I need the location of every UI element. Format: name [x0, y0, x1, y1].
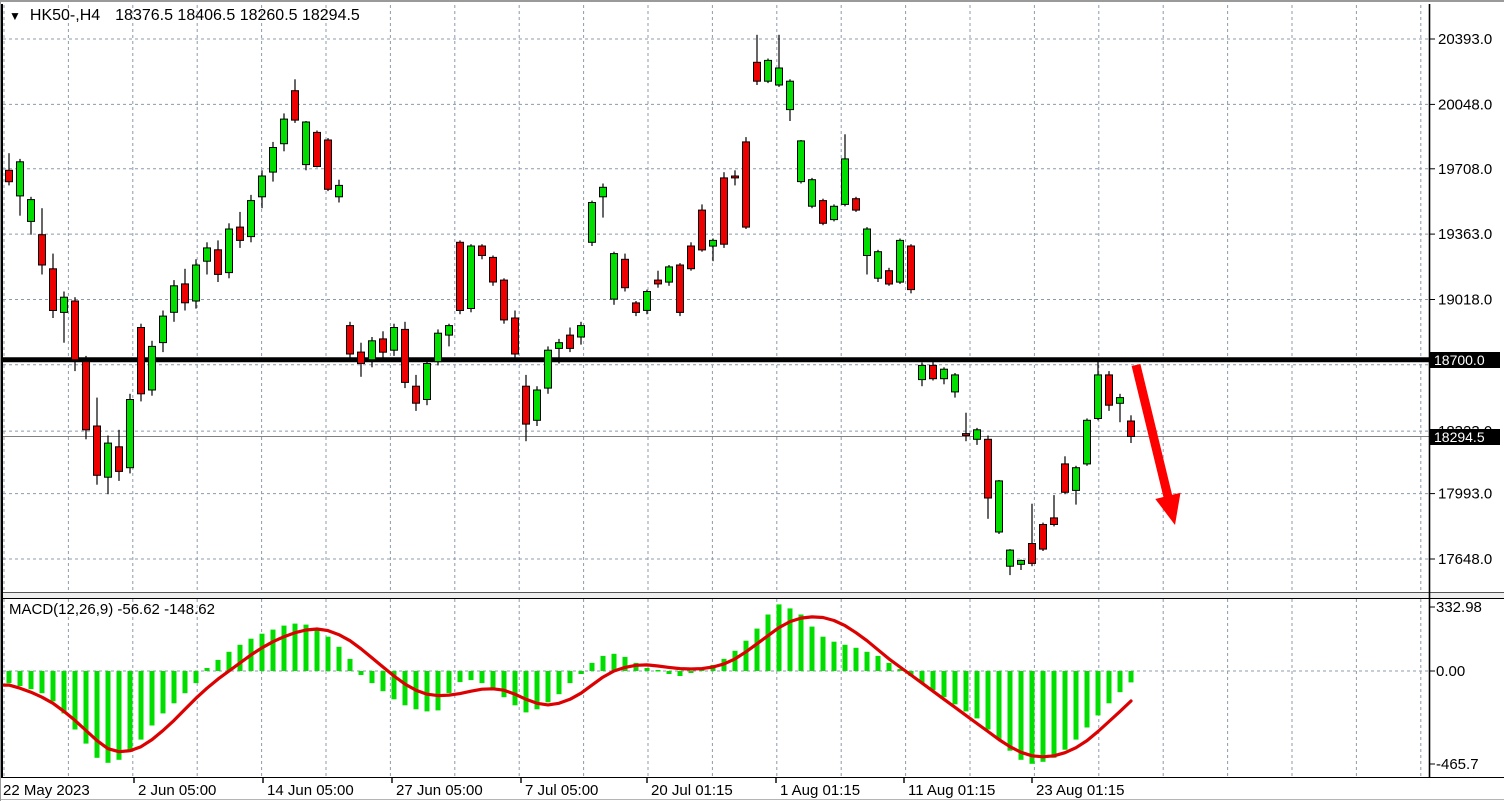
title-ohlc-values: 18376.5 18406.5 18260.5 18294.5	[115, 7, 360, 24]
candles-layer	[5, 34, 1135, 576]
macd-signal-line	[2, 615, 1133, 759]
svg-text:19018.0: 19018.0	[1438, 292, 1492, 309]
svg-text:20393.0: 20393.0	[1438, 31, 1492, 48]
svg-text:17993.0: 17993.0	[1438, 486, 1492, 503]
svg-text:14 Jun 05:00: 14 Jun 05:00	[267, 782, 354, 799]
svg-text:20048.0: 20048.0	[1438, 96, 1492, 113]
time-axis[interactable]: 22 May 2023 2 Jun 05:00 14 Jun 05:00 27 Jun…	[3, 778, 1124, 799]
svg-text:27 Jun 05:00: 27 Jun 05:00	[396, 782, 483, 799]
svg-text:332.98: 332.98	[1436, 599, 1482, 616]
left-border	[1, 4, 3, 778]
macd-axis[interactable]: 332.98 0.00 -465.7	[1429, 599, 1482, 773]
svg-text:22 May 2023: 22 May 2023	[3, 782, 90, 799]
svg-text:2 Jun 05:00: 2 Jun 05:00	[138, 782, 216, 799]
svg-text:0.00: 0.00	[1436, 663, 1465, 680]
svg-text:23 Aug 01:15: 23 Aug 01:15	[1036, 782, 1124, 799]
chart-title: ▼ HK50-,H4 18376.5 18406.5 18260.5 18294…	[9, 7, 360, 25]
svg-text:7 Jul 05:00: 7 Jul 05:00	[525, 782, 598, 799]
svg-text:1 Aug 01:15: 1 Aug 01:15	[780, 782, 860, 799]
svg-text:17648.0: 17648.0	[1438, 551, 1492, 568]
svg-text:19363.0: 19363.0	[1438, 226, 1492, 243]
current-price-tag: 18294.5	[1430, 429, 1500, 445]
svg-text:20 Jul 01:15: 20 Jul 01:15	[651, 782, 733, 799]
hline-price-tag: 18700.0	[1430, 352, 1500, 368]
svg-text:19708.0: 19708.0	[1438, 161, 1492, 178]
symbol-dropdown-icon[interactable]: ▼	[9, 9, 21, 23]
macd-indicator-label: MACD(12,26,9) -56.62 -148.62	[9, 601, 215, 618]
price-axis[interactable]: 20393.020048.019708.019363.019018.018323…	[1429, 31, 1492, 568]
trend-arrow[interactable]	[1131, 363, 1181, 525]
svg-text:11 Aug 01:15: 11 Aug 01:15	[908, 782, 995, 799]
title-symbol: HK50-,H4	[29, 7, 101, 24]
svg-text:-465.7: -465.7	[1436, 756, 1479, 773]
